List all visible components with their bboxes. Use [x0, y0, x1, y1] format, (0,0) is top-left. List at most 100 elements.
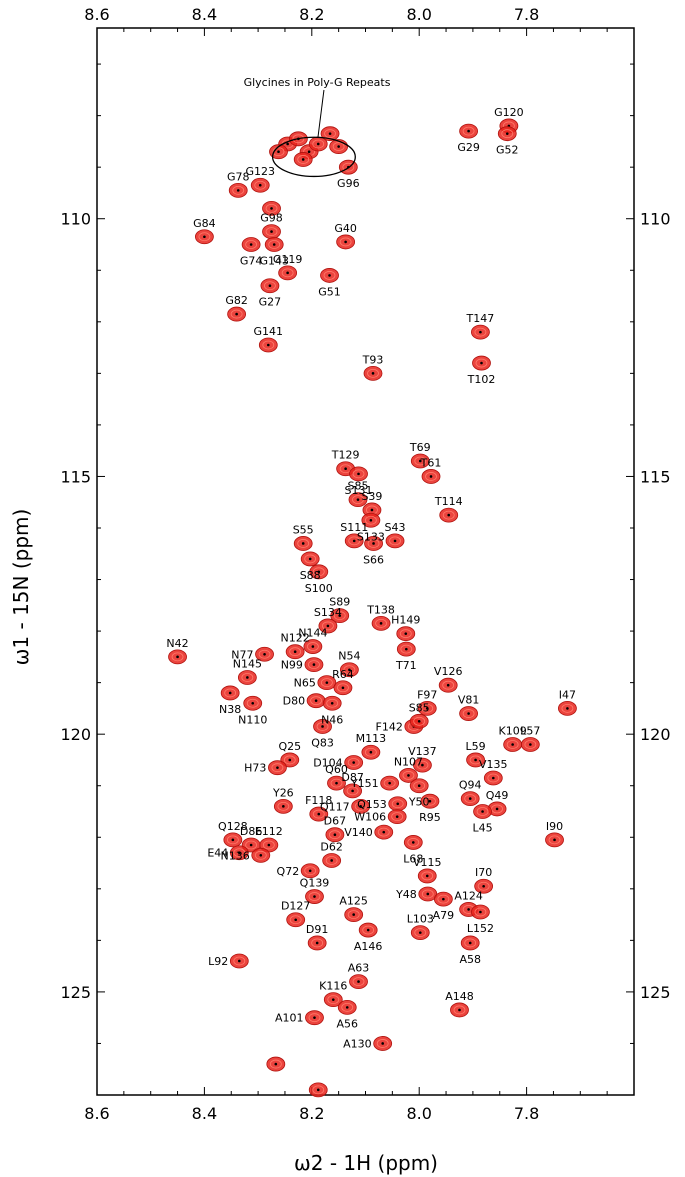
- peak-contour-inner: [304, 866, 317, 876]
- peak-contour-inner: [271, 763, 284, 773]
- peak-s131: [349, 466, 368, 482]
- peak-contour-inner: [325, 856, 338, 865]
- peak-label-s85: S85: [347, 480, 368, 493]
- peak-center: [442, 897, 445, 901]
- peak-label-s39: S39: [361, 490, 382, 503]
- peak-label-n42: N42: [166, 637, 188, 650]
- peak-label-v135: V135: [479, 758, 508, 771]
- peak-t138: [371, 615, 391, 631]
- peak-label-g82: G82: [225, 294, 248, 307]
- peak-center: [313, 895, 316, 898]
- peak-contour-inner: [339, 464, 352, 474]
- peak-center: [382, 830, 386, 834]
- peak-center: [348, 668, 351, 672]
- peak-center: [288, 758, 292, 762]
- peak-q153: [388, 796, 408, 812]
- peak-label-a79: A79: [433, 909, 455, 922]
- peak-contour-inner: [272, 147, 285, 157]
- peak-center: [428, 799, 432, 803]
- peak-contour-inner: [323, 271, 336, 280]
- peak-label-l57: L57: [520, 724, 540, 737]
- peak-center: [481, 810, 484, 813]
- peak-q60: [327, 775, 346, 791]
- peak-g82: [227, 306, 247, 322]
- peak-contour-inner: [312, 139, 325, 149]
- peak-d62: [322, 853, 342, 868]
- peak-label-l92: L92: [208, 955, 228, 968]
- peak-label-a63: A63: [348, 962, 370, 975]
- peak-center: [286, 271, 289, 275]
- peak-a63: [349, 974, 368, 989]
- peak-unlabeled: [308, 1082, 328, 1098]
- peak-center: [492, 776, 495, 780]
- peak-s85: [409, 713, 429, 729]
- peak-unlabeled: [266, 1056, 286, 1072]
- peak-contour-inner: [258, 649, 271, 659]
- peak-contour-inner: [376, 1039, 389, 1048]
- peak-contour-inner: [311, 938, 324, 948]
- peak-center: [447, 513, 451, 517]
- peak-contour-inner: [442, 510, 455, 520]
- peak-a56: [337, 999, 357, 1015]
- peak-center: [474, 758, 477, 762]
- peak-contour-inner: [399, 629, 412, 639]
- peak-n145: [237, 670, 257, 685]
- peak-n122: [285, 644, 305, 660]
- y-tick-label-right: 110: [640, 210, 671, 229]
- peak-center: [294, 918, 297, 922]
- peak-label-l59: L59: [466, 740, 486, 753]
- peak-center: [268, 284, 272, 288]
- peak-contour-inner: [501, 129, 514, 139]
- peak-center: [429, 475, 433, 478]
- peak-a130: [373, 1036, 393, 1051]
- peak-label-l152: L152: [467, 922, 494, 935]
- peak-label-g27: G27: [259, 296, 282, 309]
- peak-center: [251, 701, 255, 705]
- peak-l59: [466, 752, 485, 768]
- peak-contour-inner: [342, 162, 355, 172]
- peak-center: [317, 812, 321, 816]
- peak-label-v137: V137: [408, 745, 437, 758]
- peak-contour-inner: [269, 1059, 282, 1069]
- peak-center: [418, 459, 422, 463]
- peak-contour-inner: [476, 807, 489, 816]
- x-tick-label-bottom: 8.4: [192, 1104, 217, 1123]
- peak-label-i47: I47: [559, 688, 576, 701]
- peak-center: [277, 150, 280, 154]
- peak-center: [344, 240, 347, 244]
- peak-center: [293, 650, 297, 654]
- annotation-group: Glycines in Poly-G Repeats: [244, 76, 391, 178]
- peak-center: [316, 142, 320, 146]
- peak-contour-inner: [462, 709, 475, 718]
- peak-contour-inner: [306, 642, 319, 651]
- peak-a125: [344, 907, 364, 922]
- peak-label-n122: N122: [281, 632, 310, 645]
- peak-label-s43: S43: [385, 521, 406, 534]
- peak-e44: [229, 845, 249, 861]
- peak-contour-inner: [264, 281, 276, 291]
- peak-label-t61: T61: [420, 456, 442, 469]
- peak-n54: [339, 662, 359, 678]
- peak-contour-inner: [414, 928, 427, 938]
- peak-label-s66: S66: [363, 553, 384, 566]
- peak-v140: [374, 824, 394, 840]
- x-tick-label-bottom: 7.8: [514, 1104, 539, 1123]
- peak-label-y50: Y50: [408, 796, 430, 809]
- peak-label-y48: Y48: [395, 888, 417, 901]
- x-tick-label-bottom: 8.6: [84, 1104, 109, 1123]
- peak-label-q83: Q83: [311, 736, 334, 749]
- peak-label-t69: T69: [409, 441, 431, 454]
- peak-center: [396, 802, 400, 806]
- peak-center: [511, 743, 514, 746]
- peak-d87: [343, 783, 363, 799]
- peak-center: [482, 884, 485, 888]
- peak-label-s88: S88: [300, 569, 321, 582]
- peak-center: [315, 941, 319, 945]
- peak-q94: [460, 791, 480, 807]
- peak-center: [333, 833, 337, 836]
- peak-unlabeled: [269, 144, 288, 160]
- peak-label-g40: G40: [334, 222, 357, 235]
- peak-center: [301, 158, 305, 161]
- peak-i70: [474, 878, 494, 894]
- peak-center: [331, 998, 335, 1001]
